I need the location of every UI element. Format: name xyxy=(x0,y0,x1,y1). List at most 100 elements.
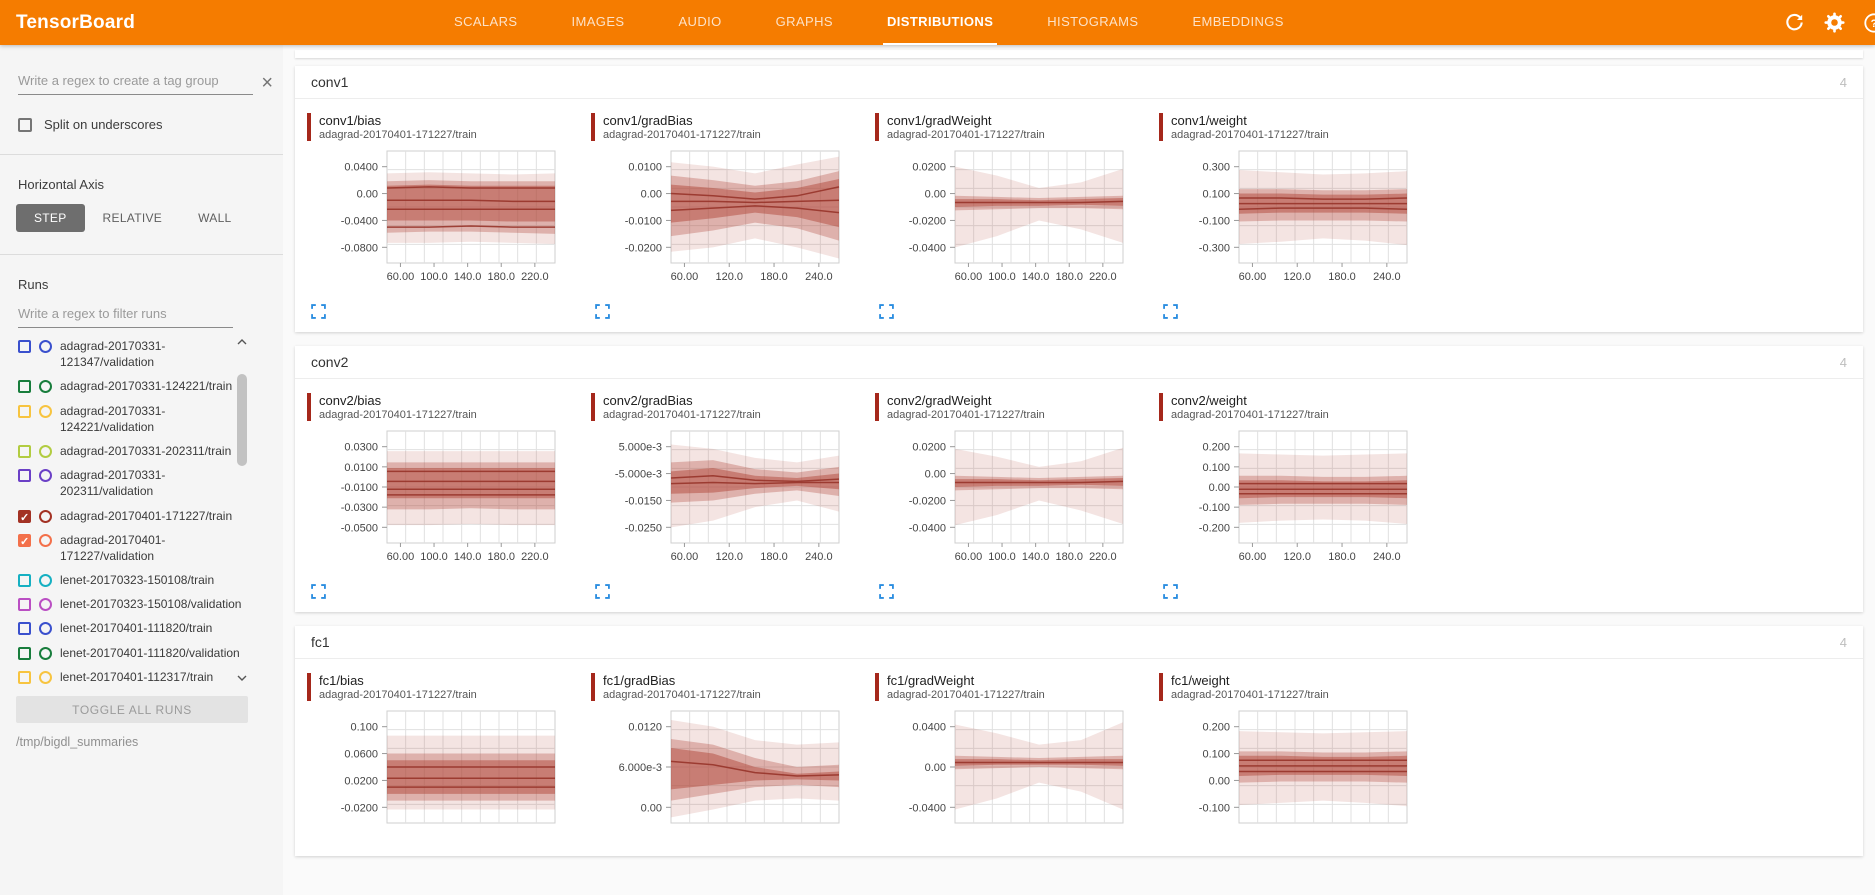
section-header-conv1[interactable]: conv1 4 xyxy=(295,66,1863,99)
horizontal-axis-toggle: STEP RELATIVE WALL xyxy=(16,204,269,232)
distribution-plot[interactable]: 5.000e-3 -5.000e-3 -0.0150 -0.0250 60.00 120.… xyxy=(589,425,873,574)
run-checkbox[interactable] xyxy=(18,444,31,458)
run-checkbox[interactable]: ✓ xyxy=(18,533,31,548)
distribution-plot[interactable]: 0.300 0.100 -0.100 -0.300 60.00 120.0 180.0 240… xyxy=(1157,145,1441,294)
svg-text:60.00: 60.00 xyxy=(387,551,415,563)
run-item[interactable]: ✓ adagrad-20170401-171227/train xyxy=(18,508,233,524)
svg-text:0.00: 0.00 xyxy=(925,762,946,774)
run-item[interactable]: ✓ adagrad-20170401-171227/validation xyxy=(18,532,166,563)
expand-icon[interactable] xyxy=(879,304,897,322)
axis-wall-button[interactable]: WALL xyxy=(198,211,232,225)
run-radio[interactable] xyxy=(39,404,52,418)
svg-text:180.0: 180.0 xyxy=(487,271,515,283)
run-item[interactable]: lenet-20170323-150108/validation xyxy=(18,592,283,616)
settings-gear-icon[interactable] xyxy=(1821,10,1847,36)
run-radio[interactable] xyxy=(39,380,52,394)
run-checkbox[interactable] xyxy=(18,380,31,394)
run-checkbox[interactable] xyxy=(18,404,31,418)
close-icon[interactable]: × xyxy=(261,72,273,94)
tab-images[interactable]: IMAGES xyxy=(571,14,625,29)
expand-icon[interactable] xyxy=(1163,304,1181,322)
run-radio[interactable] xyxy=(39,646,52,660)
svg-text:60.00: 60.00 xyxy=(1239,271,1267,283)
run-checkbox[interactable] xyxy=(18,340,31,353)
section-header-conv2[interactable]: conv2 4 xyxy=(295,346,1863,379)
expand-icon[interactable] xyxy=(879,584,897,602)
svg-text:-0.0150: -0.0150 xyxy=(625,495,662,507)
tab-distributions[interactable]: DISTRIBUTIONS xyxy=(882,0,998,45)
run-item[interactable]: adagrad-20170331-202311/validation xyxy=(18,463,283,503)
run-checkbox[interactable]: ✓ xyxy=(18,509,31,524)
distribution-plot[interactable]: 0.200 0.100 0.00 -0.100 -0.200 60.00 120.0 180.… xyxy=(1157,425,1441,574)
help-icon[interactable]: ? xyxy=(1861,10,1875,36)
tab-audio[interactable]: AUDIO xyxy=(678,14,722,29)
svg-text:180.0: 180.0 xyxy=(1328,551,1356,563)
expand-icon[interactable] xyxy=(595,584,613,602)
run-radio[interactable] xyxy=(39,444,52,458)
run-radio[interactable] xyxy=(39,670,52,684)
distribution-plot[interactable]: 0.100 0.0600 0.0200 -0.0200 xyxy=(305,705,589,854)
run-radio[interactable] xyxy=(39,622,52,636)
divider xyxy=(0,154,283,155)
run-radio[interactable] xyxy=(39,469,52,483)
section-header-fc1[interactable]: fc1 4 xyxy=(295,626,1863,659)
run-checkbox[interactable] xyxy=(18,646,31,660)
tab-graphs[interactable]: GRAPHS xyxy=(775,14,833,29)
expand-icon[interactable] xyxy=(1163,584,1181,602)
run-radio[interactable] xyxy=(39,340,52,353)
run-item[interactable]: adagrad-20170331-121347/validation xyxy=(18,334,283,374)
svg-text:0.00: 0.00 xyxy=(641,802,662,814)
run-item[interactable]: adagrad-20170331-124221/train xyxy=(18,374,283,398)
svg-text:60.00: 60.00 xyxy=(387,271,415,283)
svg-text:0.200: 0.200 xyxy=(1202,442,1230,454)
run-list-scrollbar[interactable] xyxy=(235,334,249,686)
svg-text:0.0600: 0.0600 xyxy=(344,749,378,761)
svg-text:0.100: 0.100 xyxy=(350,722,378,734)
tab-scalars[interactable]: SCALARS xyxy=(454,14,518,29)
run-checkbox[interactable] xyxy=(18,598,31,612)
run-radio[interactable] xyxy=(39,598,52,612)
run-item[interactable]: lenet-20170401-112317/train xyxy=(18,665,283,686)
axis-relative-button[interactable]: RELATIVE xyxy=(102,211,163,225)
run-radio[interactable] xyxy=(39,509,52,523)
distribution-plot[interactable]: 0.0100 0.00 -0.0100 -0.0200 60.00 120.0 180.0 2… xyxy=(589,145,873,294)
svg-text:240.0: 240.0 xyxy=(1373,551,1401,563)
expand-icon[interactable] xyxy=(595,304,613,322)
run-radio[interactable] xyxy=(39,574,52,588)
run-item[interactable]: lenet-20170401-111820/validation xyxy=(18,641,283,665)
toggle-all-runs-button[interactable]: TOGGLE ALL RUNS xyxy=(16,696,248,723)
chart-card: conv2/gradBias adagrad-20170401-171227/t… xyxy=(589,393,873,610)
split-underscores-checkbox[interactable] xyxy=(18,117,32,132)
tab-histograms[interactable]: HISTOGRAMS xyxy=(1047,14,1139,29)
expand-icon[interactable] xyxy=(311,584,329,602)
scroll-up-icon[interactable] xyxy=(235,336,249,348)
scrollbar-thumb[interactable] xyxy=(237,374,247,466)
axis-step-button[interactable]: STEP xyxy=(16,204,85,232)
svg-text:240.0: 240.0 xyxy=(805,551,833,563)
expand-icon[interactable] xyxy=(311,304,329,322)
run-checkbox[interactable] xyxy=(18,670,31,684)
tag-regex-input[interactable] xyxy=(18,69,254,95)
distribution-plot[interactable]: 0.0300 0.0100 -0.0100 -0.0300 -0.0500 60.00 10… xyxy=(305,425,589,574)
distribution-plot[interactable]: 0.0200 0.00 -0.0200 -0.0400 60.00 100.0 140.0 1… xyxy=(873,145,1157,294)
svg-text:100.0: 100.0 xyxy=(420,551,448,563)
distribution-plot[interactable]: 0.200 0.100 0.00 -0.100 xyxy=(1157,705,1441,854)
refresh-icon[interactable] xyxy=(1781,10,1807,36)
run-checkbox[interactable] xyxy=(18,622,31,636)
run-item[interactable]: adagrad-20170331-124221/validation xyxy=(18,399,283,439)
scroll-down-icon[interactable] xyxy=(235,672,249,684)
svg-text:0.00: 0.00 xyxy=(1209,775,1230,787)
run-checkbox[interactable] xyxy=(18,469,31,483)
run-checkbox[interactable] xyxy=(18,574,31,588)
tab-embeddings[interactable]: EMBEDDINGS xyxy=(1192,14,1284,29)
runs-filter-input[interactable] xyxy=(18,302,233,328)
distribution-plot[interactable]: 0.0400 0.00 -0.0400 xyxy=(873,705,1157,854)
svg-text:240.0: 240.0 xyxy=(805,271,833,283)
distribution-plot[interactable]: 0.0200 0.00 -0.0200 -0.0400 60.00 100.0 140.0 1… xyxy=(873,425,1157,574)
run-item[interactable]: lenet-20170401-111820/train xyxy=(18,616,283,640)
run-radio[interactable] xyxy=(39,533,52,547)
distribution-plot[interactable]: 0.0400 0.00 -0.0400 -0.0800 60.00 100.0 140.0 1… xyxy=(305,145,589,294)
distribution-plot[interactable]: 0.0120 6.000e-3 0.00 xyxy=(589,705,873,854)
run-item[interactable]: adagrad-20170331-202311/train xyxy=(18,439,283,463)
run-item[interactable]: lenet-20170323-150108/train xyxy=(18,568,283,592)
